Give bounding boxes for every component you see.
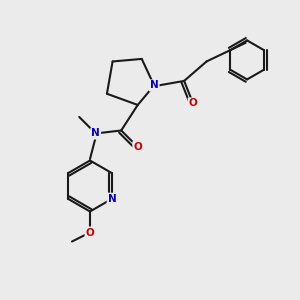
Text: N: N	[91, 128, 100, 139]
Text: O: O	[85, 227, 94, 238]
Text: N: N	[108, 194, 116, 204]
Text: O: O	[133, 142, 142, 152]
Text: N: N	[150, 80, 158, 90]
Text: O: O	[189, 98, 197, 108]
